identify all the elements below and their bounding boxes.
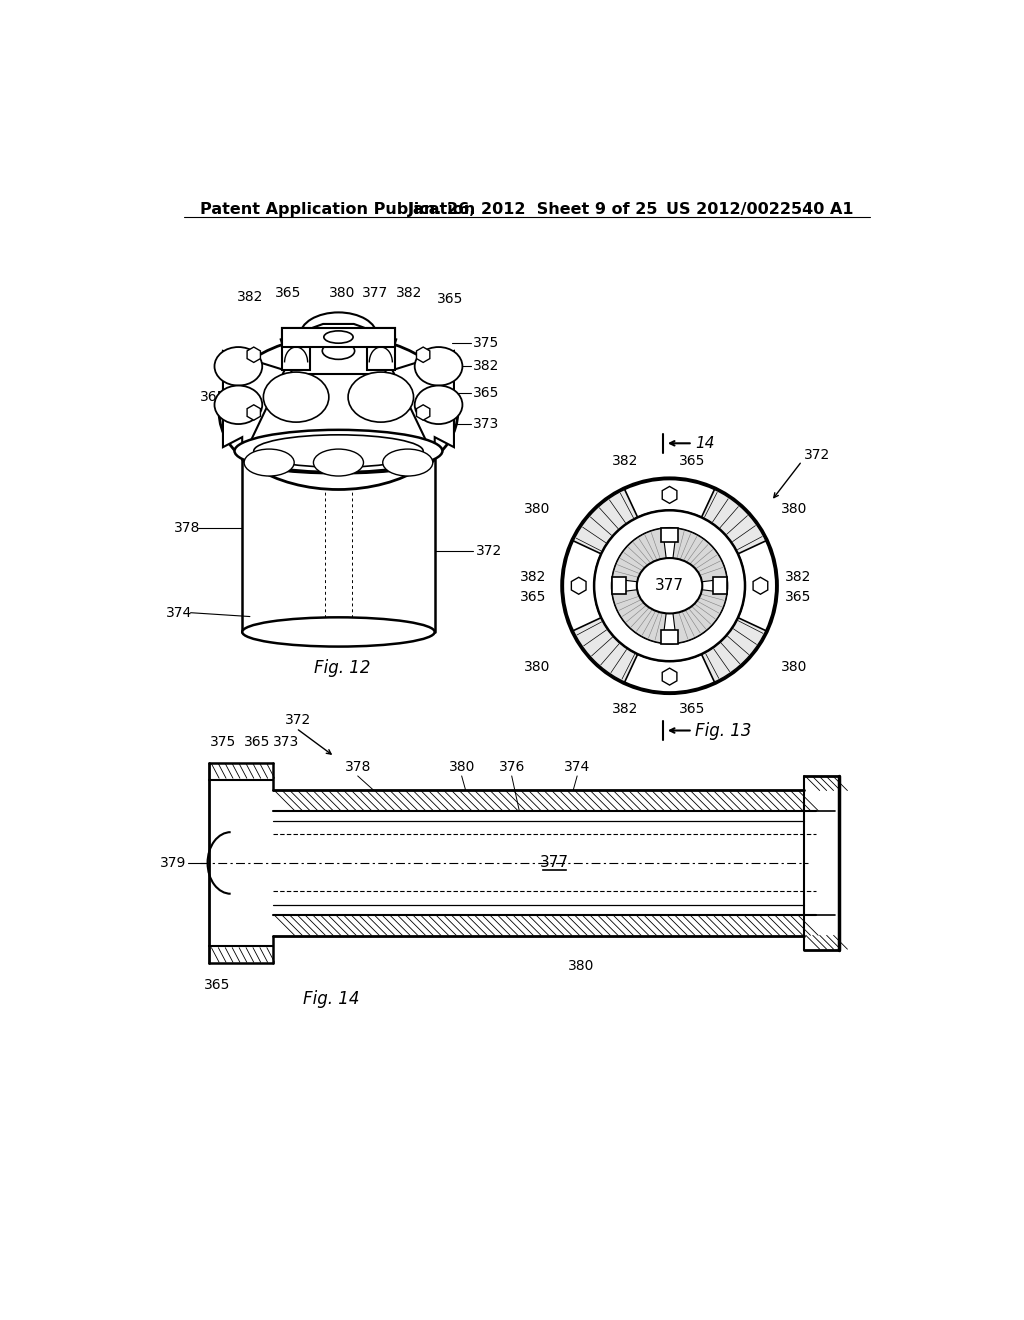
Text: 365: 365 [204,978,230,993]
Text: 382: 382 [396,286,423,300]
Ellipse shape [263,372,329,422]
Text: 380: 380 [568,960,594,973]
Polygon shape [247,347,260,363]
Ellipse shape [214,385,262,424]
Polygon shape [663,487,677,503]
Text: 374: 374 [564,760,590,775]
Polygon shape [247,405,260,420]
Ellipse shape [313,449,364,477]
Wedge shape [670,528,727,586]
Ellipse shape [637,558,702,614]
Ellipse shape [243,618,435,647]
Ellipse shape [219,335,458,490]
Text: 379: 379 [356,413,382,428]
Polygon shape [662,528,678,543]
Text: 382: 382 [473,359,500,374]
Text: 377: 377 [362,286,388,300]
Polygon shape [753,577,768,594]
Text: 377: 377 [655,578,684,593]
Text: 376: 376 [499,760,525,775]
Polygon shape [571,577,586,594]
Text: 14: 14 [695,436,715,451]
Text: Jan. 26, 2012  Sheet 9 of 25: Jan. 26, 2012 Sheet 9 of 25 [408,202,658,218]
Text: 382: 382 [785,569,811,583]
Ellipse shape [243,444,435,474]
Text: 365: 365 [520,590,547,605]
Text: 375: 375 [210,735,237,748]
Text: 378: 378 [344,760,371,775]
Text: 382: 382 [612,454,639,469]
Text: 365: 365 [201,391,226,404]
Bar [283,327,310,370]
Text: 380: 380 [524,660,550,673]
Text: 379: 379 [160,855,186,870]
Wedge shape [563,541,601,631]
Text: 380: 380 [781,502,808,516]
Wedge shape [612,528,670,586]
Circle shape [562,478,777,693]
Polygon shape [417,405,430,420]
Text: 365: 365 [473,387,500,400]
Polygon shape [611,577,626,594]
Ellipse shape [324,331,353,343]
Bar [283,327,394,347]
Ellipse shape [415,347,463,385]
Text: 365: 365 [679,454,706,469]
Text: 380: 380 [524,502,550,516]
Bar [367,327,394,370]
Text: 365: 365 [679,702,706,715]
Text: Patent Application Publication: Patent Application Publication [200,202,475,218]
Text: 365: 365 [245,735,270,748]
Wedge shape [686,603,773,689]
Ellipse shape [244,449,294,477]
Ellipse shape [383,449,433,477]
Circle shape [611,528,727,644]
Wedge shape [686,482,773,569]
Circle shape [594,511,745,661]
Ellipse shape [214,347,262,385]
Polygon shape [223,351,285,459]
Polygon shape [281,323,396,374]
Text: 380: 380 [781,660,808,673]
Wedge shape [738,541,776,631]
Text: 380: 380 [449,760,475,775]
Text: 373: 373 [473,417,500,432]
Wedge shape [625,479,715,517]
Polygon shape [417,347,430,363]
Ellipse shape [348,372,414,422]
Wedge shape [670,586,727,643]
Ellipse shape [234,430,442,473]
Wedge shape [612,586,670,643]
Text: 382: 382 [237,290,263,304]
Polygon shape [662,630,678,644]
Text: US 2012/0022540 A1: US 2012/0022540 A1 [666,202,853,218]
Polygon shape [663,668,677,685]
Ellipse shape [323,342,354,359]
Text: 373: 373 [273,735,299,748]
Wedge shape [625,655,715,692]
Text: 378: 378 [173,521,200,535]
Ellipse shape [254,434,423,467]
Text: 377: 377 [540,855,568,870]
Ellipse shape [415,385,463,424]
Text: Fig. 12: Fig. 12 [314,659,371,677]
Polygon shape [392,351,454,459]
Text: 374: 374 [166,606,193,619]
Text: 365: 365 [437,292,463,306]
Polygon shape [714,577,727,594]
Text: 375: 375 [473,337,500,350]
Text: 380: 380 [329,286,355,300]
Text: Fig. 14: Fig. 14 [302,990,359,1008]
Text: 365: 365 [275,286,302,300]
Wedge shape [566,482,652,569]
Text: 382: 382 [612,702,639,715]
Wedge shape [566,603,652,689]
Text: 372: 372 [804,447,829,462]
Text: Fig. 13: Fig. 13 [695,722,752,739]
Ellipse shape [300,313,377,359]
Text: 365: 365 [785,590,811,605]
Text: 372: 372 [475,544,502,558]
Text: 372: 372 [285,714,310,727]
Text: 382: 382 [520,569,547,583]
